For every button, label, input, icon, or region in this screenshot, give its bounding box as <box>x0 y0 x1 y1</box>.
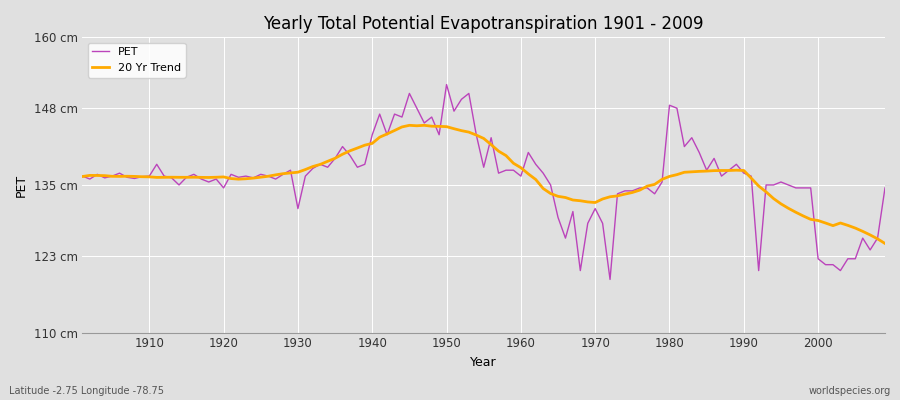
Text: worldspecies.org: worldspecies.org <box>809 386 891 396</box>
PET <box>300 174 310 178</box>
PET <box>619 188 630 193</box>
20 Yr Trend <box>300 167 310 172</box>
PET <box>516 174 526 178</box>
20 Yr Trend <box>879 241 890 246</box>
20 Yr Trend <box>345 148 356 153</box>
20 Yr Trend <box>404 123 415 128</box>
PET <box>523 150 534 155</box>
PET <box>345 153 356 158</box>
PET <box>441 82 452 87</box>
Title: Yearly Total Potential Evapotranspiration 1901 - 2009: Yearly Total Potential Evapotranspiratio… <box>264 15 704 33</box>
Text: Latitude -2.75 Longitude -78.75: Latitude -2.75 Longitude -78.75 <box>9 386 164 396</box>
20 Yr Trend <box>612 194 623 198</box>
20 Yr Trend <box>523 172 534 176</box>
Legend: PET, 20 Yr Trend: PET, 20 Yr Trend <box>88 43 185 78</box>
PET <box>879 186 890 190</box>
X-axis label: Year: Year <box>471 356 497 369</box>
20 Yr Trend <box>516 165 526 170</box>
PET <box>137 174 148 179</box>
PET <box>605 277 616 282</box>
Line: 20 Yr Trend: 20 Yr Trend <box>83 125 885 244</box>
20 Yr Trend <box>77 174 88 179</box>
Line: PET: PET <box>83 84 885 280</box>
Y-axis label: PET: PET <box>15 173 28 196</box>
20 Yr Trend <box>137 174 148 179</box>
PET <box>77 174 88 178</box>
